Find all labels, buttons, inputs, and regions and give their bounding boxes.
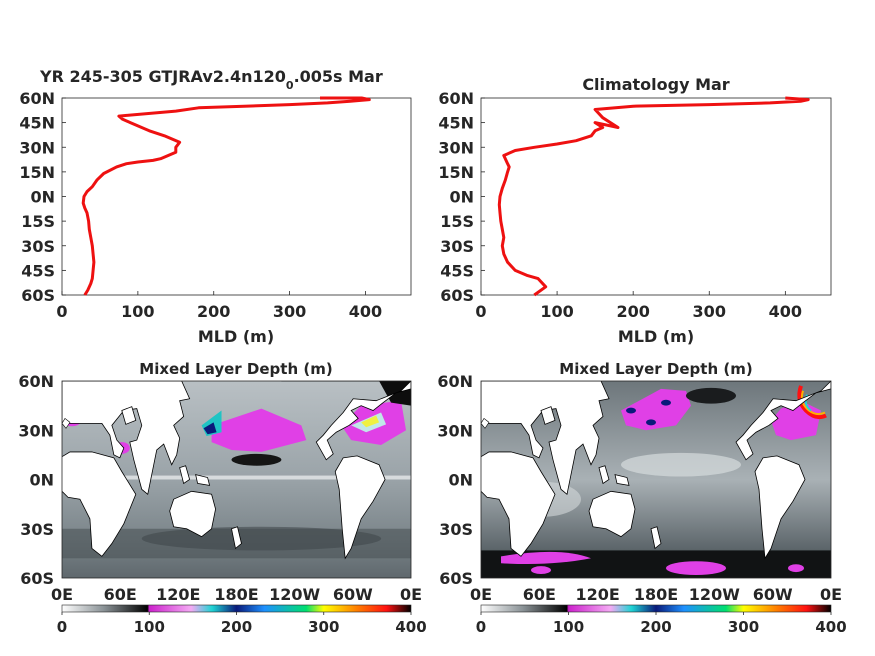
map-x-tick-label: 0E (400, 585, 422, 604)
profile-x-tick-label: 300 (273, 302, 306, 321)
left-map-y-ticks: 60N 30N 0N 30S 60S (18, 372, 54, 588)
profile-y-tick-label: 45N (438, 114, 474, 133)
left-profile-y-ticks: 60N 45N 30N 15N 0N 15S 30S 45S 60S (19, 89, 66, 305)
profile-x-tick-label: 0 (475, 302, 486, 321)
profile-y-tick-label: 0N (30, 188, 55, 207)
map-x-tick-label: 120E (576, 585, 620, 604)
map-y-tick-label: 60N (18, 372, 54, 391)
right-map-x-ticks: 0E 60E 120E 180E 120W 60W 0E (470, 585, 842, 604)
profile-x-tick-label: 0 (56, 302, 67, 321)
profile-x-tick-label: 200 (197, 302, 230, 321)
left-profile-title: YR 245-305 GTJRAv2.4n1200.005s Mar (39, 67, 383, 92)
left-colorbar-ticks: 0 100 200 300 400 (57, 612, 427, 636)
profile-y-tick-label: 30N (19, 138, 55, 157)
profile-x-tick-label: 400 (769, 302, 802, 321)
right-profile-axes-box (480, 97, 832, 296)
map-x-tick-label: 0E (470, 585, 492, 604)
map-x-tick-label: 60W (753, 585, 793, 604)
left-map-axes-box (61, 380, 412, 579)
colorbar-tick-label: 300 (308, 618, 339, 636)
map-y-tick-label: 60S (439, 569, 473, 588)
right-profile-line (497, 96, 810, 297)
right-colorbar (480, 604, 832, 613)
profile-y-tick-label: 15S (21, 212, 55, 231)
colorbar-tick-label: 100 (553, 618, 584, 636)
profile-y-tick-label: 60N (438, 89, 474, 108)
map-y-tick-label: 0N (448, 471, 473, 490)
profile-y-tick-label: 60N (19, 89, 55, 108)
profile-x-tick-label: 100 (540, 302, 573, 321)
profile-x-tick-label: 400 (349, 302, 382, 321)
colorbar-tick-label: 200 (640, 618, 671, 636)
colorbar-tick-label: 400 (815, 618, 846, 636)
mld-profile-panel-right: Climatology Mar 60N45N30N15N0N15S30S45S6… (438, 75, 832, 346)
left-profile-line (81, 96, 371, 296)
left-profile-axes-box (61, 97, 412, 296)
profile-x-tick-label: 100 (121, 302, 154, 321)
right-profile-title: Climatology Mar (582, 75, 729, 94)
profile-y-tick-label: 60S (21, 286, 55, 305)
profile-y-tick-label: 15N (19, 163, 55, 182)
colorbar-tick-label: 200 (221, 618, 252, 636)
map-y-tick-label: 30S (20, 520, 54, 539)
profile-y-tick-label: 45S (21, 261, 55, 280)
mld-profile-panel-left: YR 245-305 GTJRAv2.4n1200.005s Mar 60N 45… (19, 67, 412, 346)
right-colorbar-ticks: 0 100 200 300 400 (476, 612, 847, 636)
map-x-tick-label: 60W (333, 585, 373, 604)
map-x-tick-label: 180E (214, 585, 258, 604)
profile-y-tick-label: 15N (438, 163, 474, 182)
map-y-tick-label: 60N (437, 372, 473, 391)
right-map-title: Mixed Layer Depth (m) (559, 360, 752, 378)
right-profile-xlabel: MLD (m) (618, 327, 694, 346)
map-y-tick-label: 30N (437, 421, 473, 440)
map-x-tick-label: 120E (156, 585, 200, 604)
right-map-image (481, 381, 831, 578)
profile-y-tick-label: 45S (440, 261, 474, 280)
map-y-tick-label: 30S (439, 520, 473, 539)
right-map-y-ticks: 60N 30N 0N 30S 60S (437, 372, 473, 588)
profile-y-tick-label: 45N (19, 114, 55, 133)
map-x-tick-label: 60E (523, 585, 556, 604)
left-profile-xlabel: MLD (m) (198, 327, 274, 346)
profile-x-tick-label: 200 (616, 302, 649, 321)
profile-y-tick-label: 0N (449, 188, 474, 207)
profile-y-tick-label: 60S (440, 286, 474, 305)
right-map-axes-box (480, 380, 832, 579)
profile-y-tick-label: 30S (440, 237, 474, 256)
map-y-tick-label: 30N (18, 421, 54, 440)
profile-x-tick-label: 300 (693, 302, 726, 321)
left-colorbar (61, 604, 412, 613)
right-profile-y-ticks: 60N 45N 30N 15N 0N 15S 30S 45S 60S (438, 89, 485, 305)
colorbar-tick-label: 0 (57, 618, 67, 636)
map-x-tick-label: 180E (634, 585, 678, 604)
map-x-tick-label: 0E (820, 585, 842, 604)
colorbar-tick-label: 0 (476, 618, 486, 636)
profile-y-tick-label: 15S (440, 212, 474, 231)
map-x-tick-label: 120W (689, 585, 740, 604)
map-y-tick-label: 60S (20, 569, 54, 588)
profile-y-tick-label: 30S (21, 237, 55, 256)
colorbar-tick-label: 300 (728, 618, 759, 636)
map-x-tick-label: 60E (104, 585, 137, 604)
map-y-tick-label: 0N (29, 471, 54, 490)
colorbar-tick-label: 100 (134, 618, 165, 636)
left-profile-x-ticks: 0 100 200 300 400 (56, 291, 382, 321)
right-profile-x-ticks: 0 100 200 300 400 (475, 291, 802, 321)
left-map-title: Mixed Layer Depth (m) (139, 360, 332, 378)
colorbar-tick-label: 400 (395, 618, 426, 636)
left-map-image (62, 381, 411, 578)
left-map-x-ticks: 0E 60E 120E 180E 120W 60W 0E (51, 585, 422, 604)
map-x-tick-label: 0E (51, 585, 73, 604)
profile-y-tick-label: 30N (438, 138, 474, 157)
map-x-tick-label: 120W (269, 585, 320, 604)
